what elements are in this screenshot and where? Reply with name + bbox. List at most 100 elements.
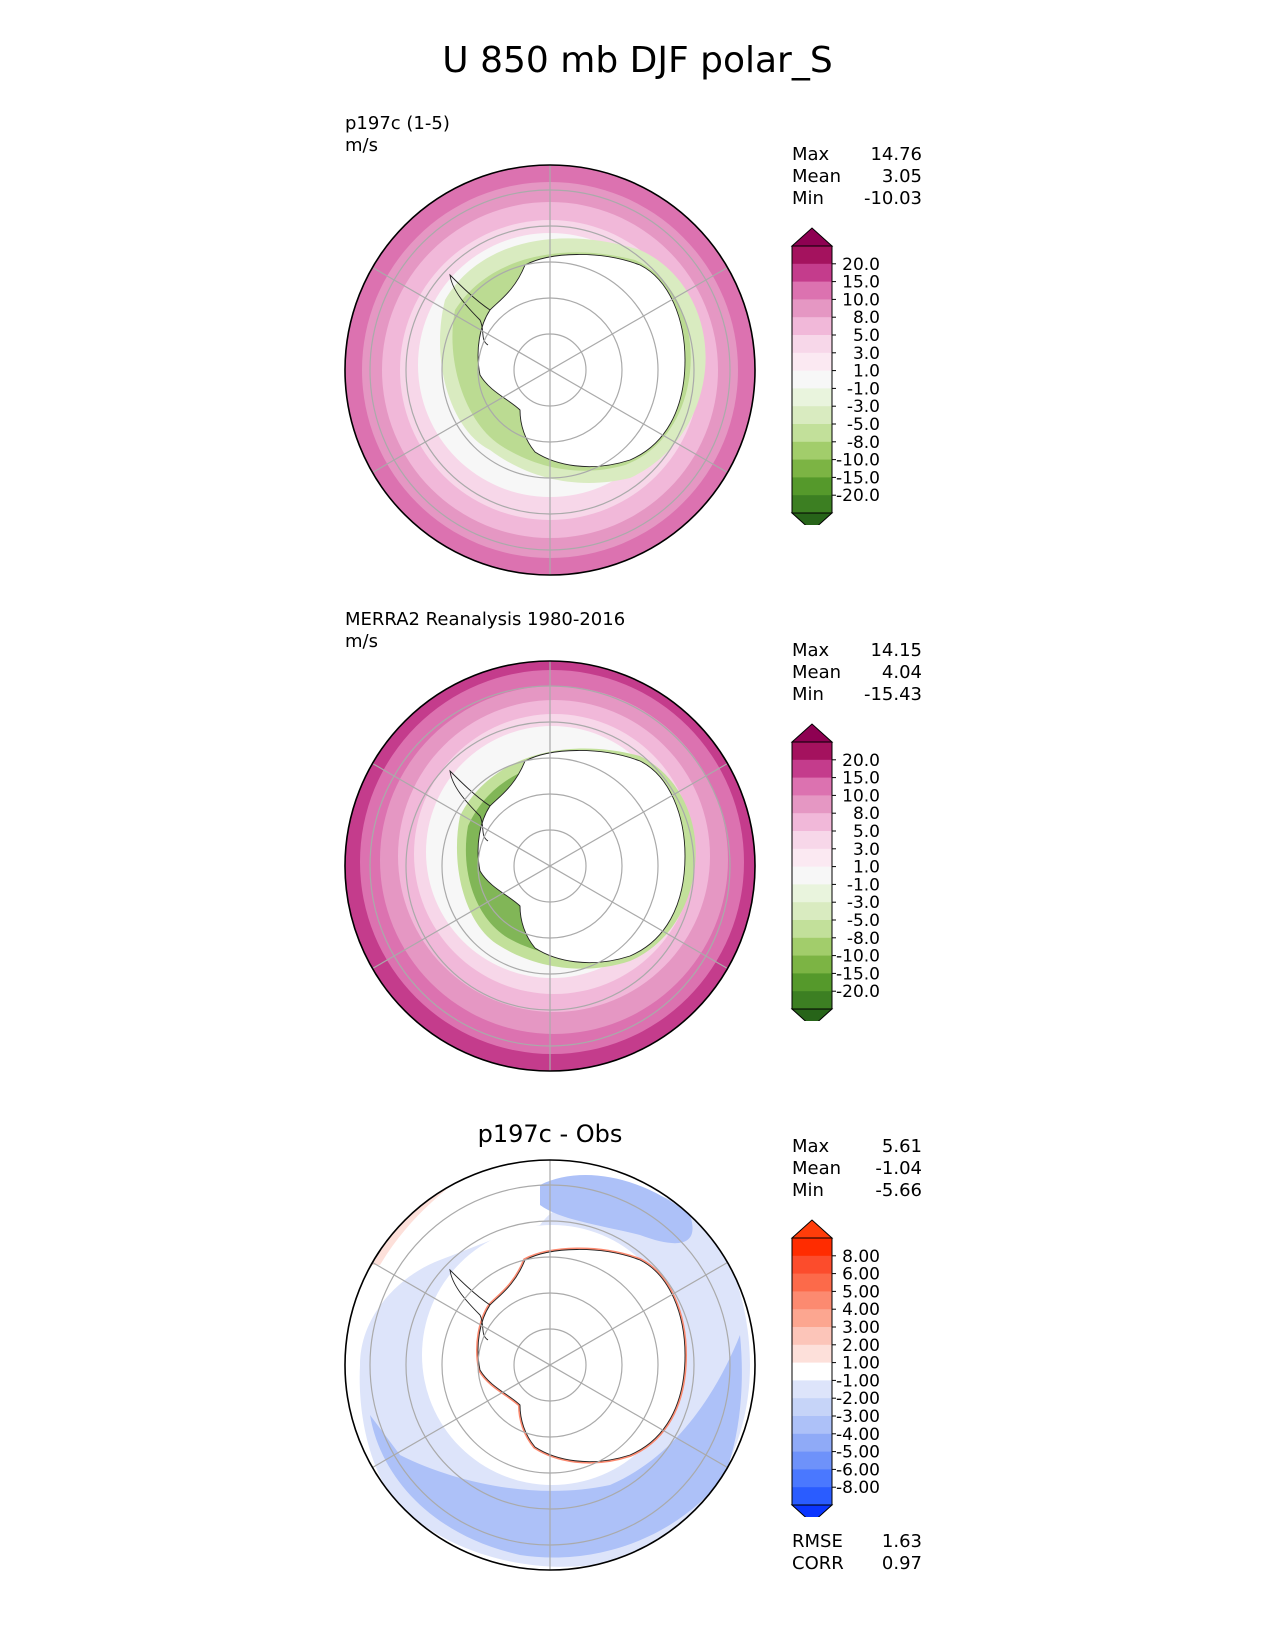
colorbar-tick-label: 5.0 — [853, 326, 880, 346]
colorbar-tick-label: -5.0 — [847, 911, 880, 931]
panel3-metrics: RMSE 1.63 CORR 0.97 — [792, 1531, 922, 1575]
colorbar-band — [792, 955, 832, 974]
colorbar-tick-label: 6.00 — [842, 1265, 880, 1285]
colorbar-band — [792, 1327, 832, 1346]
colorbar-tick-label: -15.0 — [836, 468, 880, 488]
colorbar-band — [792, 1255, 832, 1275]
colorbar-extend-min — [790, 512, 834, 525]
colorbar-tick-label: 5.0 — [853, 822, 880, 842]
stat-label: Min — [792, 188, 824, 209]
colorbar-band — [792, 495, 832, 514]
colorbar-extend-min — [790, 1504, 834, 1517]
map-boundary — [344, 164, 756, 576]
colorbar-tick-label: 5.00 — [842, 1282, 880, 1302]
colorbar-tick-label: -8.0 — [847, 433, 880, 453]
colorbar-band — [792, 795, 832, 814]
stat-label: Mean — [792, 166, 842, 187]
stat-mean: 4.04 — [881, 662, 922, 683]
panel3-colorbar: 8.006.005.004.003.002.001.00-1.00-2.00-3… — [790, 1219, 880, 1517]
panel2-label-title: MERRA2 Reanalysis 1980-2016 — [345, 609, 626, 630]
colorbar-tick-label: 15.0 — [842, 769, 880, 789]
colorbar-band — [792, 1469, 832, 1488]
colorbar-tick-label: -10.0 — [836, 451, 880, 471]
colorbar-band — [792, 759, 832, 779]
metric-rmse: 1.63 — [881, 1531, 922, 1552]
colorbar-band — [792, 1416, 832, 1435]
colorbar-tick-label: -3.0 — [847, 893, 880, 913]
graticule — [369, 1160, 731, 1570]
figure-title: U 850 mb DJF polar_S — [442, 40, 833, 81]
map-boundary — [344, 1159, 756, 1571]
panel3-stats: Max 5.61 Mean -1.04 Min -5.66 — [792, 1136, 922, 1202]
colorbar-band — [792, 406, 832, 425]
colorbar-tick-label: 3.0 — [853, 344, 880, 364]
antarctica-continent — [477, 1249, 686, 1463]
graticule — [369, 661, 731, 1071]
stat-min: -15.43 — [863, 684, 922, 705]
colorbar-band — [792, 1238, 832, 1257]
colorbar-band — [792, 388, 832, 407]
colorbar-band — [792, 920, 832, 939]
colorbar-tick-label: -15.0 — [836, 964, 880, 984]
colorbar-tick-label: -6.00 — [836, 1460, 880, 1480]
panel2-stats: Max 14.15 Mean 4.04 Min -15.43 — [792, 640, 922, 706]
colorbar-extend-min — [790, 1008, 834, 1021]
colorbar-band — [792, 1309, 832, 1328]
colorbar-tick-label: -20.0 — [836, 982, 880, 1002]
colorbar-tick-label: 1.0 — [853, 362, 880, 382]
panel3-title: p197c - Obs — [477, 1120, 623, 1148]
stat-label: Mean — [792, 1158, 842, 1179]
colorbar-band — [792, 246, 832, 265]
colorbar-tick-label: -1.00 — [836, 1371, 880, 1391]
colorbar-band — [792, 991, 832, 1010]
colorbar-tick-label: -1.0 — [847, 379, 880, 399]
stat-label: Max — [792, 1136, 830, 1157]
colorbar-band — [792, 477, 832, 496]
antarctic-peninsula — [449, 769, 491, 842]
colorbar-tick-label: -4.00 — [836, 1425, 880, 1445]
colorbar-tick-label: -8.00 — [836, 1478, 880, 1498]
negative-zone-strong — [370, 1335, 742, 1558]
colorbar-band — [792, 1451, 832, 1470]
colorbar-band — [792, 742, 832, 761]
stat-mean: 3.05 — [881, 166, 922, 187]
colorbar-band — [792, 1433, 832, 1453]
panel1-colorbar: 20.015.010.08.05.03.01.0-1.0-3.0-5.0-8.0… — [790, 227, 880, 525]
colorbar-band — [792, 299, 832, 318]
metric-label: CORR — [792, 1553, 844, 1574]
panel1-polar-map — [344, 164, 756, 576]
graticule — [369, 165, 731, 575]
panel1-label-units: m/s — [345, 135, 378, 156]
stat-label: Max — [792, 144, 830, 165]
colorbar-tick-label: -3.00 — [836, 1407, 880, 1427]
colorbar-band — [792, 902, 832, 921]
metric-label: RMSE — [792, 1531, 843, 1552]
colorbar-tick-label: 8.0 — [853, 804, 880, 824]
colorbar-tick-label: -10.0 — [836, 947, 880, 967]
colorbar-tick-label: -20.0 — [836, 486, 880, 506]
colorbar-band — [792, 866, 832, 885]
stat-label: Min — [792, 684, 824, 705]
panel2-colorbar: 20.015.010.08.05.03.01.0-1.0-3.0-5.0-8.0… — [790, 723, 880, 1021]
colorbar-band — [792, 1398, 832, 1417]
stat-min: -10.03 — [863, 188, 922, 209]
colorbar-band — [792, 317, 832, 336]
antarctica-continent — [477, 254, 686, 468]
colorbar-tick-label: -5.00 — [836, 1443, 880, 1463]
colorbar-extend-max — [790, 1219, 834, 1239]
colorbar-frame — [791, 245, 833, 514]
metric-corr: 0.97 — [881, 1553, 922, 1574]
colorbar-extend-max — [790, 723, 834, 743]
panel2-label-units: m/s — [345, 631, 378, 652]
panel1-stats: Max 14.76 Mean 3.05 Min -10.03 — [792, 144, 922, 210]
colorbar-tick-label: -2.00 — [836, 1389, 880, 1409]
panel2-polar-map — [344, 660, 756, 1072]
stat-label: Max — [792, 640, 830, 661]
colorbar-band — [792, 263, 832, 283]
colorbar-extend-max — [790, 227, 834, 247]
colorbar-tick-label: -1.0 — [847, 875, 880, 895]
colorbar-tick-label: 1.0 — [853, 858, 880, 878]
colorbar-tick-label: 2.00 — [842, 1336, 880, 1356]
colorbar-tick-label: 10.0 — [842, 290, 880, 310]
stat-label: Mean — [792, 662, 842, 683]
